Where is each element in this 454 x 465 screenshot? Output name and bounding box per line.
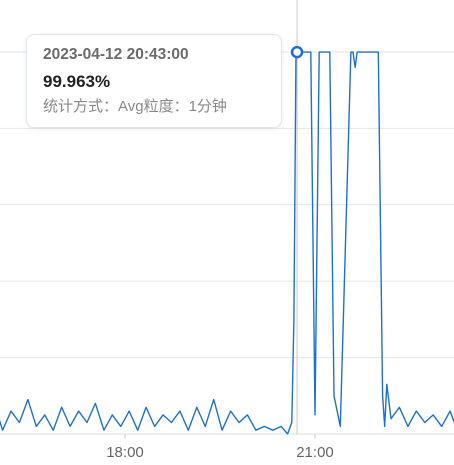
tooltip-time: 2023-04-12 20:43:00 xyxy=(43,46,189,63)
hover-point[interactable] xyxy=(290,45,304,59)
x-tick-label: 18:00 xyxy=(106,444,144,461)
x-axis xyxy=(0,433,454,439)
tooltip-value: 99.963% xyxy=(43,72,111,91)
series-line xyxy=(0,51,454,435)
x-tick-label: 21:00 xyxy=(296,444,334,461)
tooltip-meta: 统计方式：Avg粒度：1分钟 xyxy=(43,98,227,115)
tooltip: 2023-04-12 20:43:00 99.963% 统计方式：Avg粒度：1… xyxy=(26,34,282,128)
